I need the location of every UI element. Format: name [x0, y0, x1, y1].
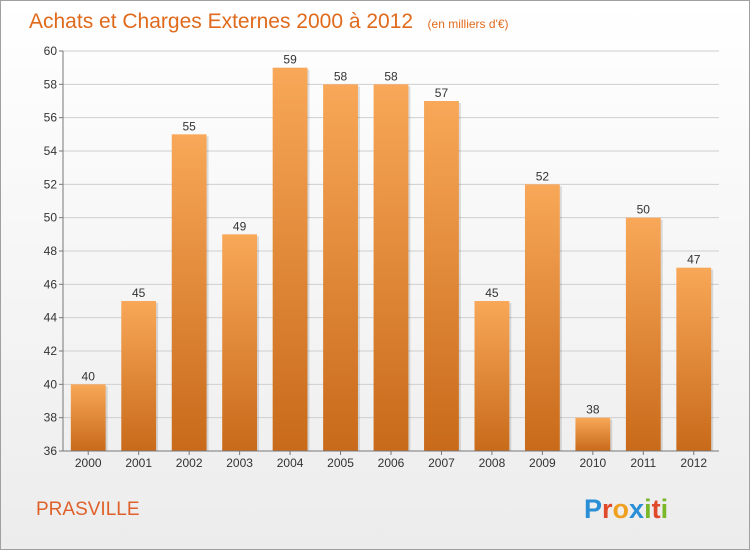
bar-2010: [575, 417, 611, 451]
y-tick-label-42: 42: [44, 344, 58, 358]
x-tick-label-2010: 2010: [579, 456, 606, 470]
x-tick-label-2004: 2004: [277, 456, 304, 470]
y-tick-label-50: 50: [44, 211, 58, 225]
bar-2008: [474, 301, 510, 451]
bar-2009: [524, 184, 560, 452]
bar-2005: [323, 84, 358, 451]
x-tick-label-2001: 2001: [125, 456, 152, 470]
data-label-2002: 55: [182, 119, 196, 133]
bar-2000: [70, 384, 106, 451]
x-tick-label-2012: 2012: [680, 456, 707, 470]
y-tick-label-44: 44: [44, 311, 58, 325]
x-tick-label-2006: 2006: [378, 456, 405, 470]
proxiti-logo: Proxiti: [584, 494, 668, 524]
x-tick-label-2003: 2003: [226, 456, 253, 470]
logo-letter-1: r: [602, 494, 613, 524]
bar-2001: [121, 301, 157, 451]
chart-title-main: Achats et Charges Externes 2000 à 2012: [29, 10, 413, 33]
x-tick-label-2007: 2007: [428, 456, 455, 470]
logo-letter-4: i: [644, 494, 652, 524]
data-label-2007: 57: [435, 86, 449, 100]
x-tick-label-2005: 2005: [327, 456, 354, 470]
x-tick-labels: 2000 2001 2002 2003 2004 2005 2006 2007 2008 2009…: [75, 456, 708, 470]
data-label-2001: 45: [132, 286, 146, 300]
y-tick-label-48: 48: [44, 244, 58, 258]
y-tick-labels: 36 38 40 42 44 46 48 50 52 54 56 58 60: [44, 44, 58, 458]
y-tick-label-56: 56: [44, 111, 58, 125]
data-label-2012: 47: [687, 253, 701, 267]
data-label-2008: 45: [485, 286, 499, 300]
y-tick-label-38: 38: [44, 411, 58, 425]
y-tick-label-46: 46: [44, 277, 58, 291]
logo-letter-0: P: [584, 494, 602, 524]
bar-2011: [625, 217, 661, 451]
data-label-2010: 38: [586, 403, 600, 417]
x-tick-label-2000: 2000: [75, 456, 102, 470]
y-tick-label-60: 60: [44, 44, 58, 58]
x-tick-label-2002: 2002: [176, 456, 203, 470]
data-label-2011: 50: [637, 203, 651, 217]
data-labels: 40 45 55 49 59 58 58 57 45 52 38 50 47: [82, 53, 701, 417]
logo-letter-2: o: [613, 494, 630, 524]
bar-2006: [373, 84, 409, 451]
axes: [62, 51, 719, 455]
bar-2012: [676, 267, 712, 451]
data-label-2005: 58: [334, 69, 348, 83]
bar-2004: [272, 67, 308, 452]
x-tick-label-2008: 2008: [479, 456, 506, 470]
data-label-2004: 59: [283, 53, 297, 67]
bars: [70, 67, 714, 452]
y-tick-label-54: 54: [44, 144, 58, 158]
bar-2003: [222, 234, 258, 451]
bar-2002: [171, 134, 207, 452]
logo-letter-3: x: [629, 494, 644, 524]
y-tick-label-52: 52: [44, 177, 58, 191]
y-tick-label-36: 36: [44, 444, 58, 458]
chart-title: Achats et Charges Externes 2000 à 2012 (…: [29, 10, 509, 33]
data-label-2009: 52: [536, 169, 550, 183]
chart-subtitle: (en milliers d'€): [428, 17, 509, 31]
y-tick-label-58: 58: [44, 77, 58, 91]
data-label-2000: 40: [82, 369, 96, 383]
data-label-2003: 49: [233, 219, 247, 233]
logo-letter-5: t: [652, 494, 661, 524]
logo-letter-6: i: [661, 494, 669, 524]
x-tick-label-2011: 2011: [630, 456, 656, 470]
commune-name: PRASVILLE: [36, 499, 140, 520]
y-tick-label-40: 40: [44, 377, 58, 391]
data-label-2006: 58: [384, 69, 398, 83]
x-tick-label-2009: 2009: [529, 456, 556, 470]
bar-2007: [424, 101, 459, 451]
